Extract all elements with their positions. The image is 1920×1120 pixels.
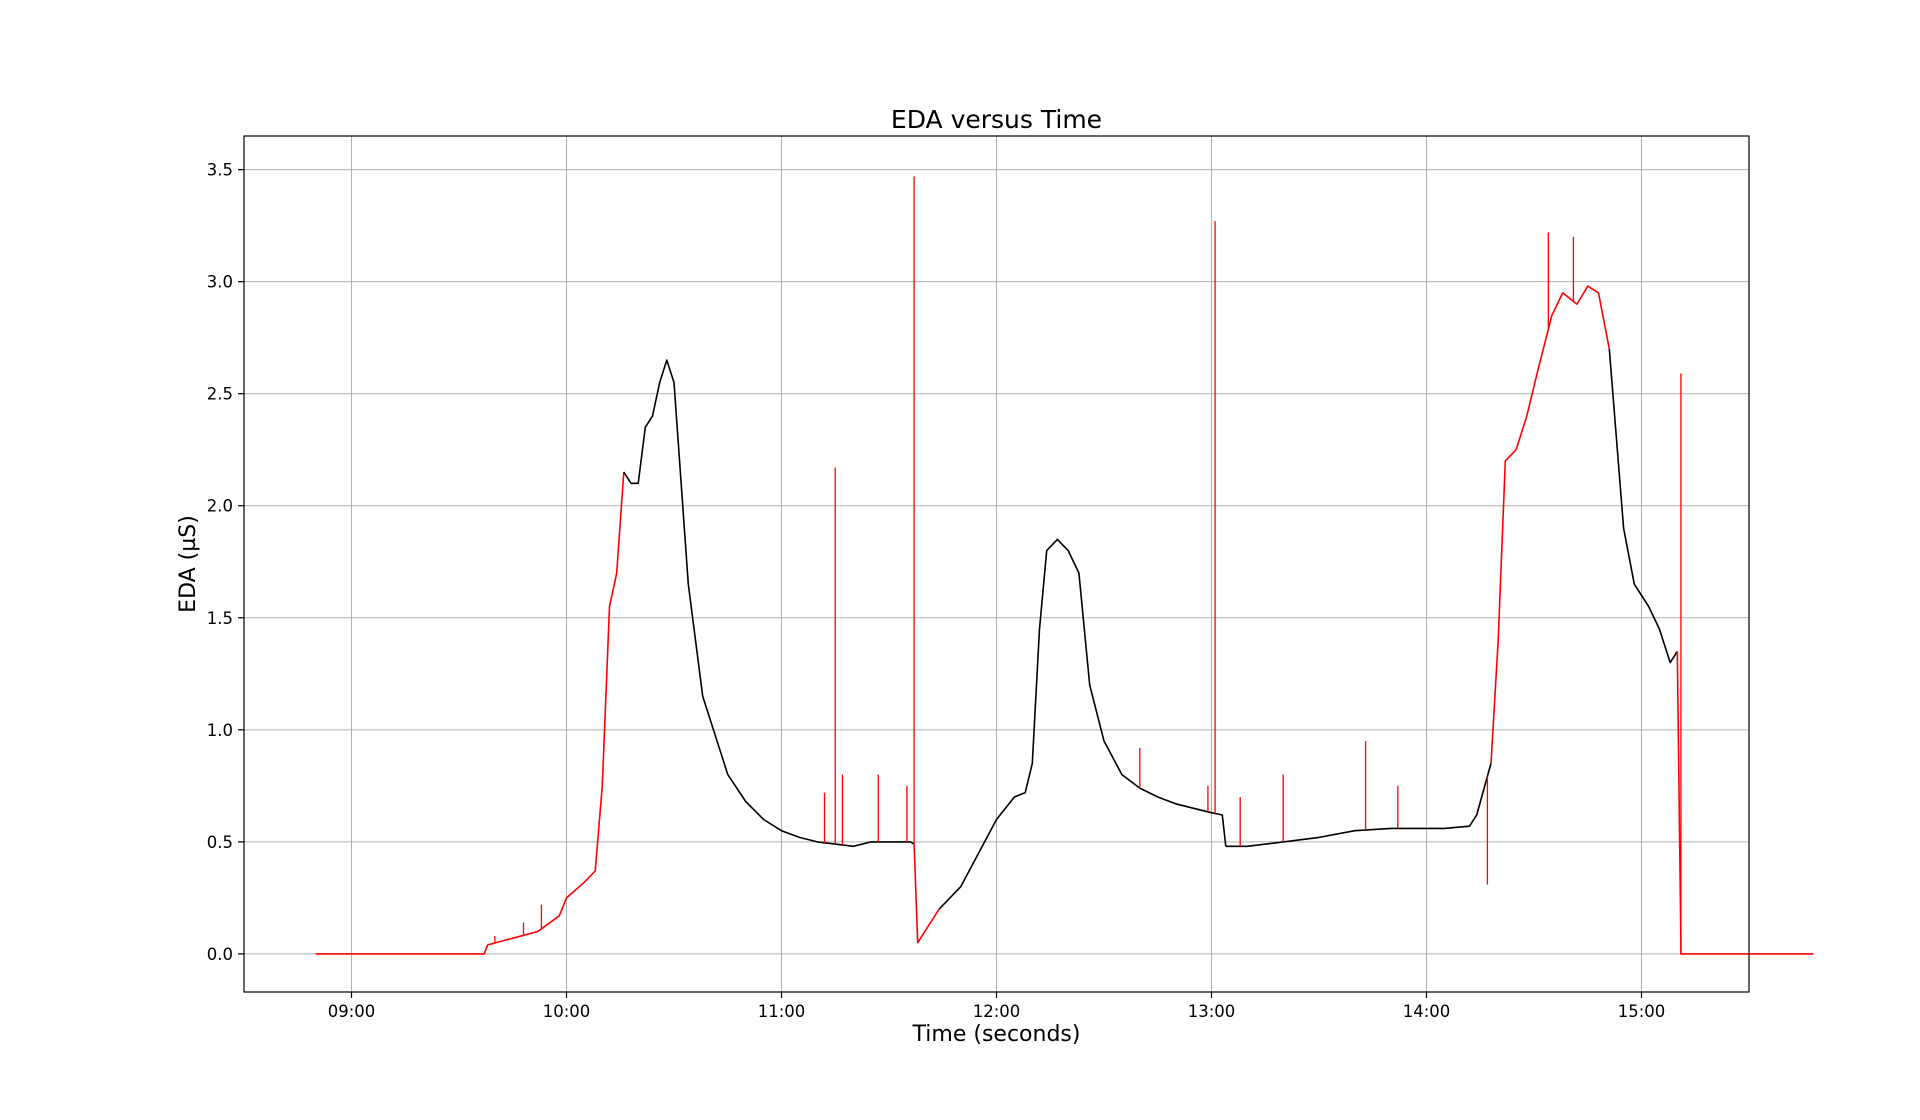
eda-series-segment-1	[623, 359, 915, 848]
y-axis-label: EDA (µS)	[176, 515, 201, 613]
x-axis-label: Time (seconds)	[912, 1022, 1081, 1047]
chart-title: EDA versus Time	[891, 105, 1102, 134]
y-tick-label: 0.0	[207, 945, 233, 964]
eda-series-segment-2	[913, 844, 940, 944]
x-tick-label: 11:00	[758, 1002, 806, 1021]
grid	[244, 136, 1749, 992]
y-tick-label: 1.0	[207, 721, 233, 740]
eda-series-segment-0	[315, 472, 625, 955]
x-tick-label: 12:00	[973, 1002, 1021, 1021]
y-tick-label: 0.5	[207, 833, 233, 852]
x-tick-label: 13:00	[1188, 1002, 1236, 1021]
x-tick-label: 14:00	[1403, 1002, 1451, 1021]
eda-series-segment-7	[1676, 651, 1814, 955]
y-tick-label: 3.5	[207, 161, 233, 180]
y-tick-label: 3.0	[207, 273, 233, 292]
x-tick-label: 09:00	[328, 1002, 376, 1021]
eda-series-segment-3	[938, 538, 1227, 910]
y-tick-label: 1.5	[207, 609, 233, 628]
x-tick-label: 10:00	[543, 1002, 591, 1021]
eda-series-segment-5	[1490, 285, 1611, 764]
plot-area	[315, 176, 1814, 955]
eda-series-segment-6	[1608, 348, 1678, 664]
eda-series-segment-4	[1225, 763, 1492, 848]
y-tick-label: 2.5	[207, 385, 233, 404]
axis-ticks: 09:00 10:00 11:00 12:00 13:00 14:00 15:00 0.0 0.…	[207, 161, 1666, 1021]
y-tick-label: 2.0	[207, 497, 233, 516]
x-tick-label: 15:00	[1618, 1002, 1666, 1021]
